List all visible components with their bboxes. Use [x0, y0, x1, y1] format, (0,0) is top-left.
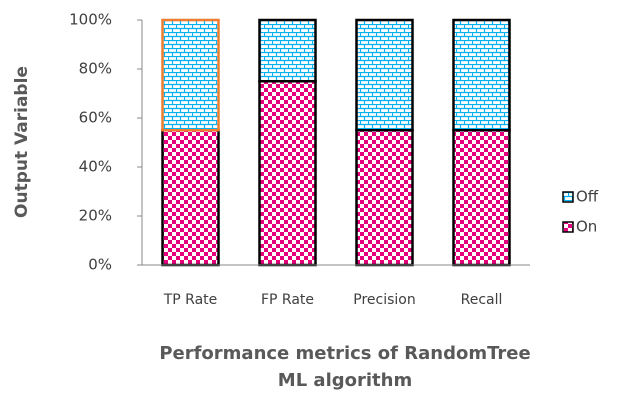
y-tick-label: 60%	[79, 109, 112, 127]
y-tick-label: 20%	[79, 207, 112, 225]
x-tick-label: Precision	[353, 292, 415, 308]
bar-segment	[452, 18, 511, 132]
legend-swatch	[562, 221, 574, 233]
bar-segment	[452, 129, 511, 267]
x-tick-label: TP Rate	[163, 292, 218, 308]
legend-label: On	[576, 218, 597, 236]
y-tick-label: 100%	[69, 11, 112, 29]
y-axis-title: Output Variable	[12, 66, 32, 218]
bar-segment	[258, 18, 317, 83]
legend-swatch	[562, 191, 574, 203]
x-tick-label: Recall	[461, 292, 503, 308]
bar-segment	[258, 80, 317, 267]
bar-segment	[355, 129, 414, 267]
bar-segment	[161, 129, 220, 267]
bar-segment	[161, 18, 220, 132]
x-axis-title: Performance metrics of RandomTree ML alg…	[159, 343, 531, 391]
legend-label: Off	[576, 188, 599, 206]
x-tick-label: FP Rate	[261, 292, 314, 308]
y-tick-label: 40%	[79, 158, 112, 176]
y-tick-label: 0%	[88, 256, 112, 274]
bar-segment	[355, 18, 414, 132]
y-tick-label: 80%	[79, 60, 112, 78]
